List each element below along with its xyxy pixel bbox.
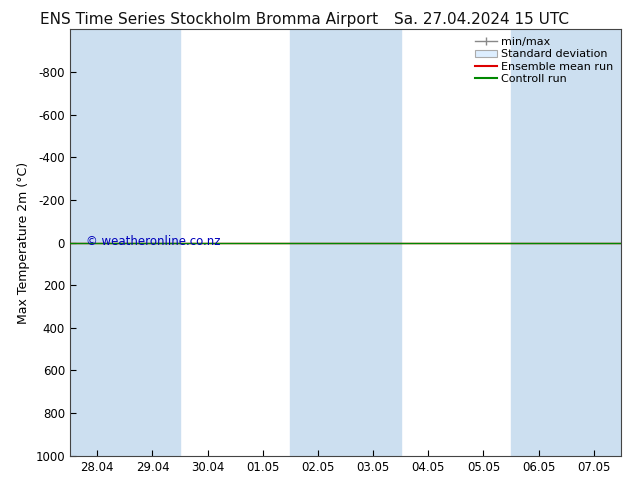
- Bar: [346, 29, 401, 456]
- Text: Sa. 27.04.2024 15 UTC: Sa. 27.04.2024 15 UTC: [394, 12, 569, 27]
- Bar: [566, 29, 621, 456]
- Bar: [511, 29, 566, 456]
- Text: © weatheronline.co.nz: © weatheronline.co.nz: [86, 235, 221, 248]
- Y-axis label: Max Temperature 2m (°C): Max Temperature 2m (°C): [16, 162, 30, 323]
- Text: ENS Time Series Stockholm Bromma Airport: ENS Time Series Stockholm Bromma Airport: [40, 12, 378, 27]
- Legend: min/max, Standard deviation, Ensemble mean run, Controll run: min/max, Standard deviation, Ensemble me…: [472, 35, 616, 86]
- Bar: [70, 29, 125, 456]
- Bar: [290, 29, 346, 456]
- Bar: [125, 29, 180, 456]
